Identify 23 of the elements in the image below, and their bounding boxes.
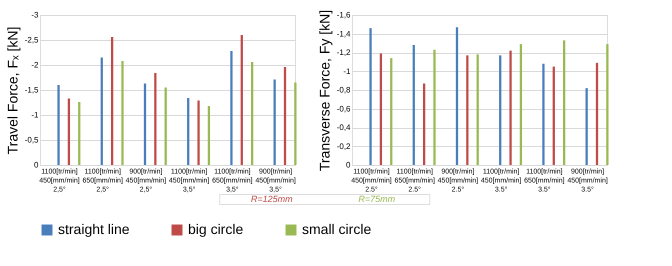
legend-label: small circle: [302, 221, 372, 237]
text: R=75mm: [358, 194, 396, 204]
y-tick-label: 0: [34, 160, 40, 170]
y-tick-label: -1,4: [336, 29, 352, 38]
text: R=125mm: [250, 194, 294, 204]
y-tick-label: -1,6: [336, 10, 352, 20]
y-tick-label: -0,4: [336, 123, 352, 132]
y-tick-label: -0,2: [336, 142, 352, 151]
legend-label: big circle: [188, 221, 244, 237]
y-tick-label: -1,5: [24, 86, 40, 94]
y-axis-title: Travel Force, Fₓ [kN]: [4, 26, 21, 154]
y-tick-label: -1: [343, 66, 352, 76]
y-tick-label: -0,8: [336, 86, 352, 94]
y-tick-label: -2: [31, 60, 40, 70]
y-tick-label: -3: [31, 10, 40, 20]
y-tick-label: -2,5: [24, 36, 40, 44]
y-axis-title: Transverse Force, Fy [kN]: [316, 10, 333, 172]
y-tick-label: -1: [31, 110, 40, 120]
y-tick-label: -1,2: [336, 48, 352, 57]
y-tick-label: -0,5: [24, 136, 40, 144]
y-tick-label: -0,6: [336, 104, 352, 114]
legend-label: straight line: [58, 221, 130, 237]
y-tick-label: 0: [346, 160, 352, 170]
